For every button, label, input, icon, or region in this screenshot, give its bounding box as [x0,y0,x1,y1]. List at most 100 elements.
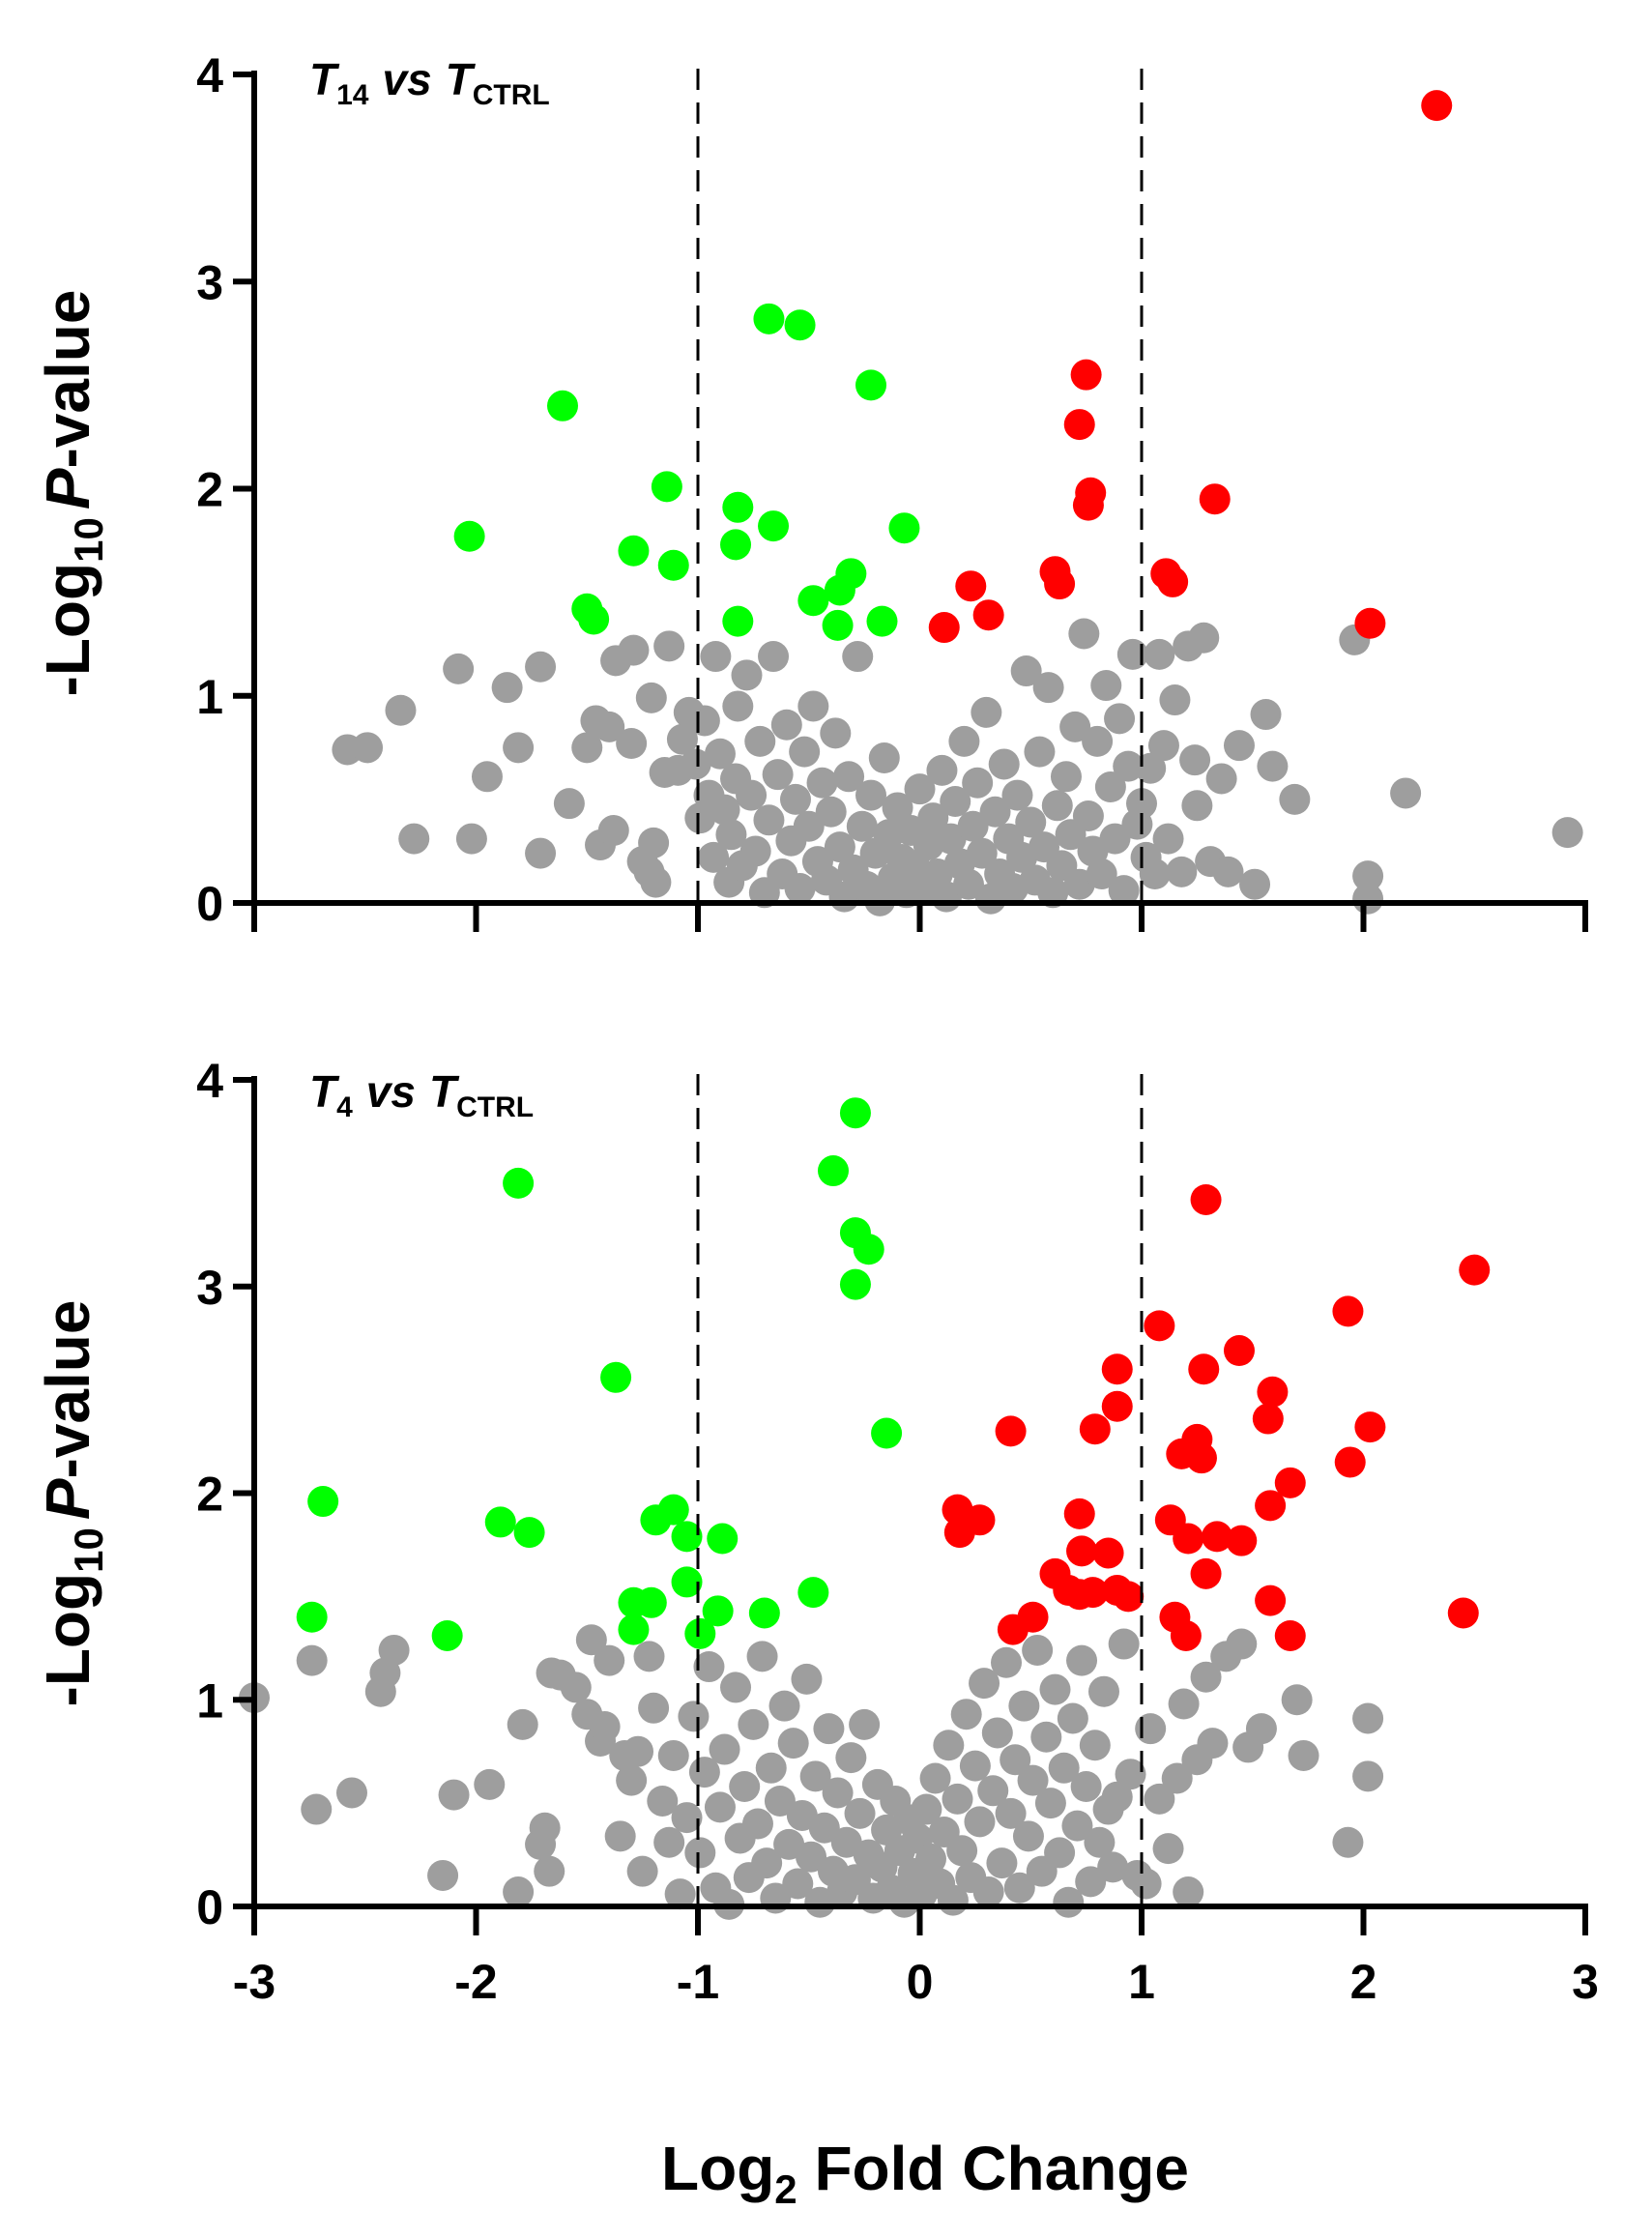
y-tick-label: 4 [196,1054,223,1108]
axes-bottom: 0 1 2 3 4 -3 -2 -1 0 1 2 3 [196,1054,1599,2009]
point-ns-94 [957,810,989,842]
point-ns-109 [1012,1820,1044,1852]
point-ns-32 [688,705,720,737]
point-up-33 [1077,1577,1109,1609]
y-tick-label: 1 [196,670,223,724]
point-down-14 [797,585,829,617]
point-up-41 [1170,1619,1202,1651]
point-ns-9 [525,651,557,683]
title-vs: vs [382,54,431,104]
point-up-9 [1252,1403,1284,1435]
point-ns-46 [744,725,776,757]
point-ns-136 [1144,638,1175,670]
point-ns-3 [335,1777,367,1809]
point-ns-138 [1168,1688,1200,1720]
title-a-sub: 14 [336,79,369,111]
point-ns-43 [731,659,763,691]
point-ns-28 [666,723,698,755]
point-down-24 [797,1577,829,1609]
ylabel-italic: P [33,468,102,509]
point-ns-107 [1003,1872,1035,1904]
point-ns-22 [594,1644,625,1676]
x-tick-label: 0 [907,1955,934,2009]
point-ns-69 [846,810,878,842]
point-ns-114 [1034,1788,1066,1819]
point-down-14 [707,1523,739,1555]
point-ns-157 [1551,817,1583,849]
title-b: T [429,1066,460,1117]
point-ns-54 [768,1690,800,1722]
point-ns-106 [1010,655,1042,687]
point-down-12 [513,1517,545,1549]
point-ns-7 [427,1859,459,1891]
y-tick-label: 2 [196,463,223,517]
point-ns-129 [1101,1781,1133,1813]
point-ns-107 [1015,806,1047,838]
point-up-1 [1070,359,1102,391]
point-ns-8 [438,1779,470,1811]
point-ns-98 [964,1806,996,1838]
point-up-24 [1202,1521,1233,1553]
point-ns-102 [981,1717,1013,1749]
point-ns-64 [824,831,855,863]
point-ns-118 [1053,1886,1085,1918]
point-ns-6 [378,1634,410,1666]
title-a-sub: 4 [336,1091,353,1123]
point-ns-135 [1139,858,1171,890]
point-ns-26 [623,1735,654,1767]
point-down-7 [758,510,790,542]
point-ns-147 [1212,856,1244,887]
title-b: T [446,54,477,104]
point-ns-27 [626,1855,658,1887]
point-down-19 [748,1597,780,1629]
y-tick-label: 2 [196,1468,223,1522]
point-ns-43 [720,1672,752,1703]
point-down-13 [824,574,855,606]
point-down-20 [296,1601,328,1633]
data-points-bottom [239,1097,1491,1920]
y-tick-label: 0 [196,1880,223,1934]
point-ns-45 [739,835,771,867]
y-axis-label-bottom: -Log10 P-value [33,1300,111,1707]
point-ns-17 [560,1672,592,1703]
point-up-35 [1113,1581,1145,1613]
point-down-8 [307,1486,339,1518]
point-up-7 [1101,1390,1133,1422]
point-ns-148 [1288,1739,1319,1771]
point-ns-23 [638,827,670,858]
point-down-6 [600,1361,632,1393]
x-tick-label: -3 [233,1955,275,2009]
x-tick-label: -1 [677,1955,719,2009]
point-down-11 [657,549,689,581]
data-points-top [332,90,1583,916]
ylabel-italic: P [33,1478,102,1520]
point-ns-156 [1390,777,1422,809]
point-ns-94 [946,1835,978,1867]
point-ns-56 [777,1728,809,1759]
point-ns-11 [507,1708,538,1740]
point-ns-41 [722,690,754,722]
point-ns-126 [1087,1675,1119,1707]
point-ns-91 [933,1730,965,1761]
point-ns-88 [919,1762,951,1794]
point-ns-106 [1000,1744,1031,1776]
point-ns-105 [995,1797,1027,1829]
point-ns-117 [1059,711,1091,742]
point-up-39 [1255,1585,1287,1616]
point-ns-25 [616,1764,648,1796]
point-ns-33 [664,1878,696,1910]
xlabel-sub: 2 [774,2166,797,2212]
title-a: T [309,1066,340,1117]
point-ns-155 [1352,883,1384,915]
point-ns-56 [789,736,821,768]
point-ns-62 [815,796,847,828]
point-down-8 [720,529,752,561]
point-up-2 [1063,409,1095,441]
point-ns-124 [1079,1730,1111,1761]
point-ns-135 [1144,1783,1175,1815]
point-ns-101 [988,748,1020,780]
xlabel-post: Fold Change [797,2134,1189,2203]
point-ns-147 [1281,1684,1313,1716]
point-ns-74 [868,742,900,774]
point-ns-61 [799,1760,831,1792]
